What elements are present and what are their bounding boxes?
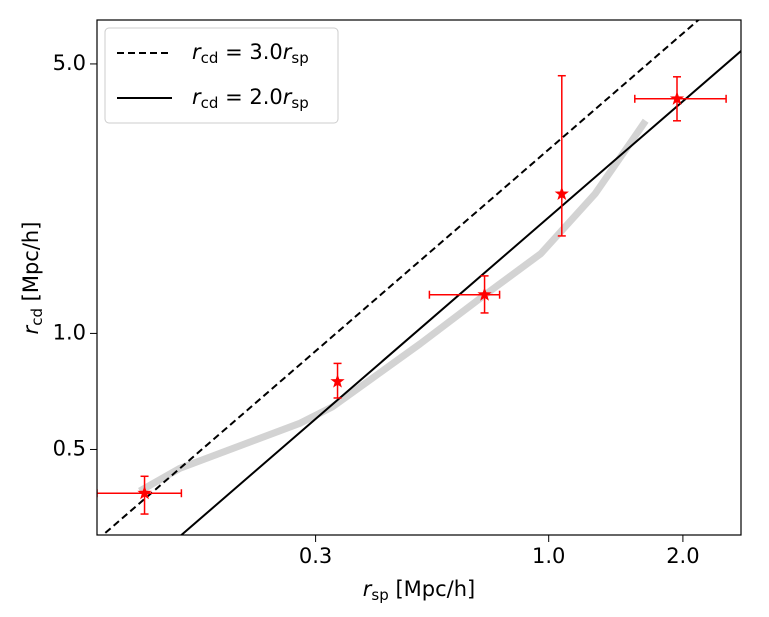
y-tick-label: 0.5 [53, 436, 86, 460]
y-axis-label: rcd [Mpc/h] [19, 222, 46, 335]
y-tick-label: 5.0 [53, 51, 86, 75]
relation-line [101, 20, 700, 535]
data-point [554, 186, 569, 201]
relation-line [179, 50, 741, 535]
legend-label: rcd = 3.0rsp [192, 40, 309, 67]
legend-box [104, 27, 339, 124]
x-axis-label: rsp [Mpc/h] [363, 577, 475, 604]
legend-label: rcd = 2.0rsp [192, 85, 309, 112]
plot-area [97, 20, 741, 535]
data-point [137, 485, 152, 500]
reference-curve [138, 118, 649, 495]
x-tick-label: 1.0 [532, 544, 565, 568]
x-tick-label: 0.3 [299, 544, 332, 568]
x-tick-label: 2.0 [666, 544, 699, 568]
data-point [669, 91, 685, 105]
data-point [477, 287, 492, 301]
axes-frame [96, 19, 742, 536]
data-point [330, 374, 345, 388]
y-tick-label: 1.0 [53, 320, 86, 344]
